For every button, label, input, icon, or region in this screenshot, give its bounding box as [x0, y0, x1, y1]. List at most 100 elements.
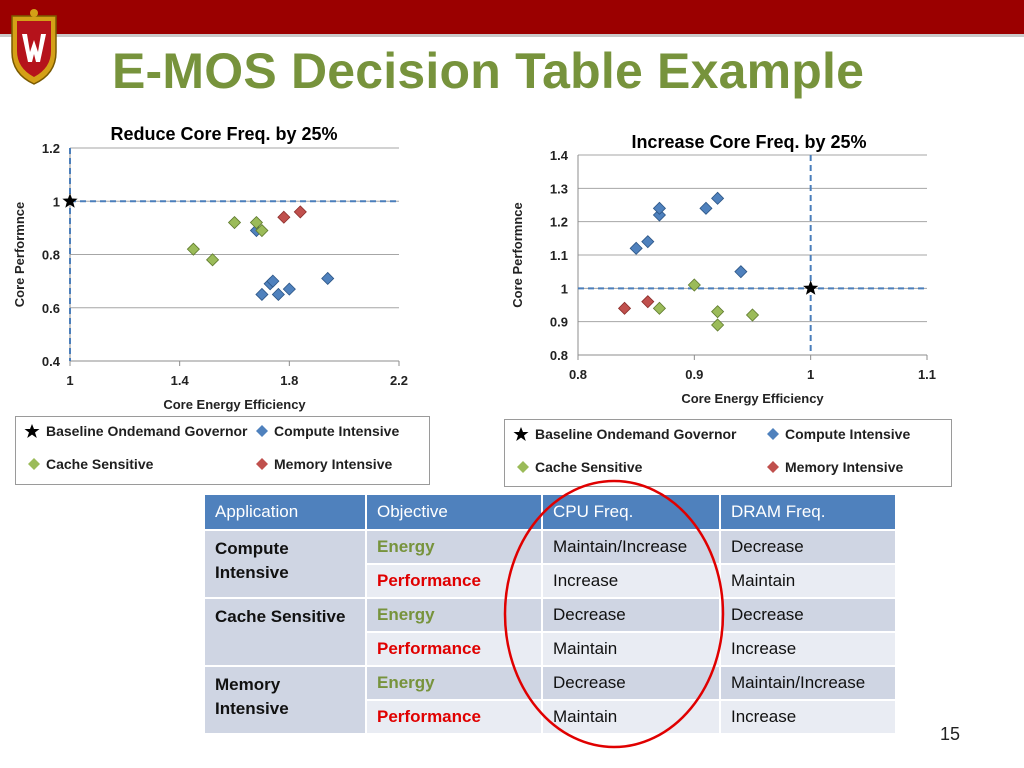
data-point-diamond	[641, 235, 655, 249]
legend-item-compute: Compute Intensive	[256, 423, 399, 439]
data-point-diamond	[641, 295, 655, 309]
data-point-diamond	[277, 210, 291, 224]
header-application: Application	[205, 495, 367, 531]
objective-cell: Energy	[367, 667, 543, 701]
application-cell: Cache Sensitive	[205, 599, 367, 667]
x-tick-label: 1.4	[171, 373, 190, 388]
application-cell: Memory Intensive	[205, 667, 367, 735]
chart-title: Reduce Core Freq. by 25%	[110, 124, 337, 144]
x-tick-label: 0.9	[685, 367, 703, 382]
y-axis-label: Core Performnce	[510, 202, 525, 307]
data-point-diamond	[652, 208, 666, 222]
dram-freq-cell: Decrease	[721, 599, 897, 633]
table-row: Cache Sensitive Energy Decrease Decrease	[205, 599, 897, 667]
university-crest-logo	[11, 9, 57, 85]
y-tick-label: 0.4	[42, 354, 61, 369]
data-point-diamond	[617, 301, 632, 315]
data-point-diamond	[266, 274, 280, 288]
table-row: Memory Intensive Energy Decrease Maintai…	[205, 667, 897, 735]
data-point-diamond	[282, 282, 296, 296]
green-diamond-icon	[28, 458, 40, 470]
y-tick-label: 1.1	[550, 248, 568, 263]
decision-table: Application Objective CPU Freq. DRAM Fre…	[205, 495, 897, 735]
data-point-diamond	[249, 215, 263, 230]
legend-item-baseline: Baseline Ondemand Governor	[24, 423, 248, 439]
baseline-star-marker	[62, 193, 78, 208]
y-tick-label: 1.3	[550, 181, 568, 196]
dram-freq-cell: Maintain/Increase	[721, 667, 897, 701]
baseline-star-marker	[803, 280, 819, 295]
legend-item-baseline: Baseline Ondemand Governor	[513, 426, 737, 442]
x-tick-label: 0.8	[569, 367, 587, 382]
y-tick-label: 0.6	[42, 301, 60, 316]
increase-freq-scatter-chart: 0.8 0.9 1 1.1 1.2 1.3 1.4 0.8 0.9 1 1.1 Increase Co…	[510, 132, 936, 406]
dram-freq-cell: Decrease	[721, 531, 897, 565]
y-tick-label: 0.8	[42, 248, 60, 263]
objective-cell: Energy	[367, 599, 543, 633]
data-point-diamond	[227, 215, 242, 230]
y-tick-label: 1	[561, 281, 568, 296]
legend-item-cache: Cache Sensitive	[517, 459, 642, 475]
black-star-icon	[24, 424, 40, 438]
cpu-freq-cell: Increase	[543, 565, 721, 599]
y-tick-label: 1.2	[42, 141, 60, 156]
top-banner	[0, 0, 1024, 34]
data-point-diamond	[255, 223, 269, 238]
cpu-freq-cell: Maintain	[543, 701, 721, 735]
data-point-diamond	[629, 241, 643, 255]
header-cpu-freq: CPU Freq.	[543, 495, 721, 531]
cpu-freq-cell: Decrease	[543, 599, 721, 633]
cpu-freq-cell: Decrease	[543, 667, 721, 701]
objective-cell: Performance	[367, 701, 543, 735]
data-point-diamond	[293, 205, 307, 219]
data-point-diamond	[271, 287, 285, 302]
data-point-diamond	[711, 191, 725, 205]
y-tick-label: 1.2	[550, 215, 568, 230]
application-cell: Compute Intensive	[205, 531, 367, 599]
header-dram-freq: DRAM Freq.	[721, 495, 897, 531]
right-chart-legend: Baseline Ondemand Governor Compute Inten…	[504, 419, 952, 487]
legend-item-memory: Memory Intensive	[767, 459, 903, 475]
y-axis-label: Core Performnce	[12, 202, 27, 307]
black-star-icon	[513, 427, 529, 441]
legend-item-memory: Memory Intensive	[256, 456, 392, 472]
table-header-row: Application Objective CPU Freq. DRAM Fre…	[205, 495, 897, 531]
data-point-diamond	[687, 278, 701, 292]
data-point-diamond	[745, 308, 760, 322]
x-tick-label: 2.2	[390, 373, 408, 388]
dram-freq-cell: Increase	[721, 633, 897, 667]
data-point-diamond	[652, 201, 666, 215]
left-chart-legend: Baseline Ondemand Governor Compute Inten…	[15, 416, 430, 485]
legend-item-compute: Compute Intensive	[767, 426, 910, 442]
data-point-diamond	[699, 201, 713, 215]
legend-item-cache: Cache Sensitive	[28, 456, 153, 472]
reduce-freq-scatter-chart: 0.4 0.6 0.8 1 1.2 1 1.4 1.8 2.2 Reduce Core Freq.…	[12, 124, 408, 412]
y-tick-label: 1.4	[550, 148, 569, 163]
data-point-diamond	[711, 318, 725, 332]
data-point-diamond	[652, 301, 666, 315]
cpu-freq-cell: Maintain	[543, 633, 721, 667]
data-point-diamond	[186, 242, 200, 256]
data-point-diamond	[255, 287, 269, 302]
data-point-diamond	[734, 265, 748, 279]
x-axis-label: Core Energy Efficiency	[681, 391, 824, 406]
green-diamond-icon	[517, 461, 529, 473]
page-number: 15	[940, 724, 961, 744]
x-axis-label: Core Energy Efficiency	[163, 397, 306, 412]
x-tick-label: 1	[66, 373, 73, 388]
dram-freq-cell: Increase	[721, 701, 897, 735]
y-tick-label: 0.8	[550, 348, 568, 363]
red-diamond-icon	[256, 458, 268, 470]
header-objective: Objective	[367, 495, 543, 531]
objective-cell: Performance	[367, 565, 543, 599]
blue-diamond-icon	[767, 428, 779, 440]
top-divider	[0, 34, 1024, 37]
data-point-diamond	[711, 305, 725, 319]
data-point-diamond	[321, 271, 335, 286]
x-tick-label: 1.1	[918, 367, 936, 382]
objective-cell: Performance	[367, 633, 543, 667]
y-tick-label: 0.9	[550, 315, 568, 330]
data-point-diamond	[206, 253, 220, 267]
objective-cell: Energy	[367, 531, 543, 565]
slide-title: E-MOS Decision Table Example	[112, 43, 865, 99]
